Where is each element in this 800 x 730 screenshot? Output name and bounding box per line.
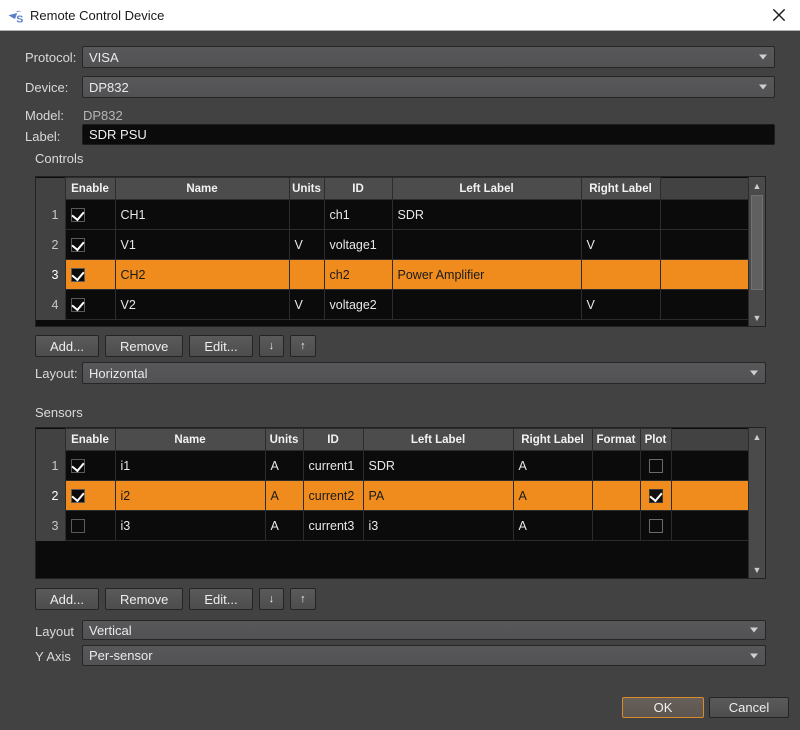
svg-text:S: S	[16, 13, 23, 25]
